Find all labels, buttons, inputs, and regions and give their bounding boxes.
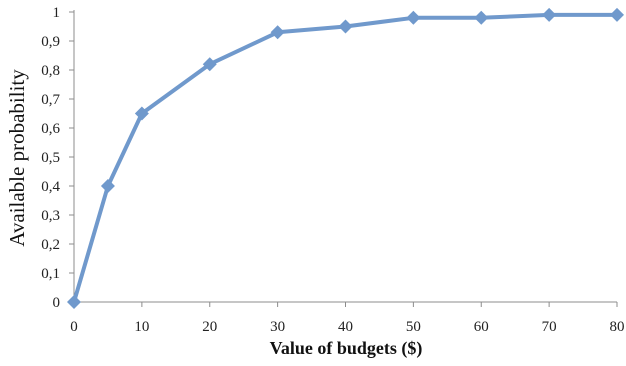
x-tick-label: 50 bbox=[406, 319, 421, 335]
y-tick-label: 0,2 bbox=[41, 237, 60, 253]
x-axis-title: Value of budgets ($) bbox=[270, 338, 423, 359]
x-tick-label: 60 bbox=[474, 319, 489, 335]
data-point-marker bbox=[406, 10, 421, 25]
x-tick-label: 10 bbox=[134, 319, 149, 335]
data-point-marker bbox=[270, 25, 285, 40]
x-tick-label: 80 bbox=[610, 319, 625, 335]
series-layer bbox=[67, 7, 624, 309]
data-point-marker bbox=[542, 7, 557, 22]
y-tick-label: 0 bbox=[53, 295, 61, 311]
y-tick-label: 0,4 bbox=[41, 179, 60, 195]
axes: 00,10,20,30,40,50,60,70,80,910 10 20 30 40 50… bbox=[41, 5, 624, 335]
data-point-marker bbox=[67, 295, 81, 309]
data-point-marker bbox=[202, 57, 217, 72]
data-point-marker bbox=[100, 179, 115, 193]
data-point-marker bbox=[338, 19, 353, 34]
y-tick-label: 1 bbox=[53, 5, 61, 21]
x-tick-label: 40 bbox=[338, 319, 353, 335]
x-tick-label: 30 bbox=[270, 319, 285, 335]
data-point-marker bbox=[134, 106, 149, 121]
y-tick-label: 0,1 bbox=[41, 266, 60, 282]
y-tick-label: 0,3 bbox=[41, 208, 60, 224]
series-line bbox=[72, 12, 619, 304]
y-tick-label: 0,6 bbox=[41, 121, 60, 137]
data-point-marker bbox=[610, 7, 624, 22]
y-tick-label: 0,8 bbox=[41, 63, 60, 79]
y-axis-title: Available probability bbox=[5, 69, 29, 247]
x-tick-label: 20 bbox=[202, 319, 217, 335]
x-tick-label: 0 bbox=[70, 319, 78, 335]
x-tick-label: 70 bbox=[542, 319, 557, 335]
data-point-marker bbox=[474, 10, 489, 25]
y-tick-label: 0,7 bbox=[41, 92, 60, 108]
y-tick-label: 0,9 bbox=[41, 34, 60, 50]
y-tick-label: 0,5 bbox=[41, 150, 60, 166]
